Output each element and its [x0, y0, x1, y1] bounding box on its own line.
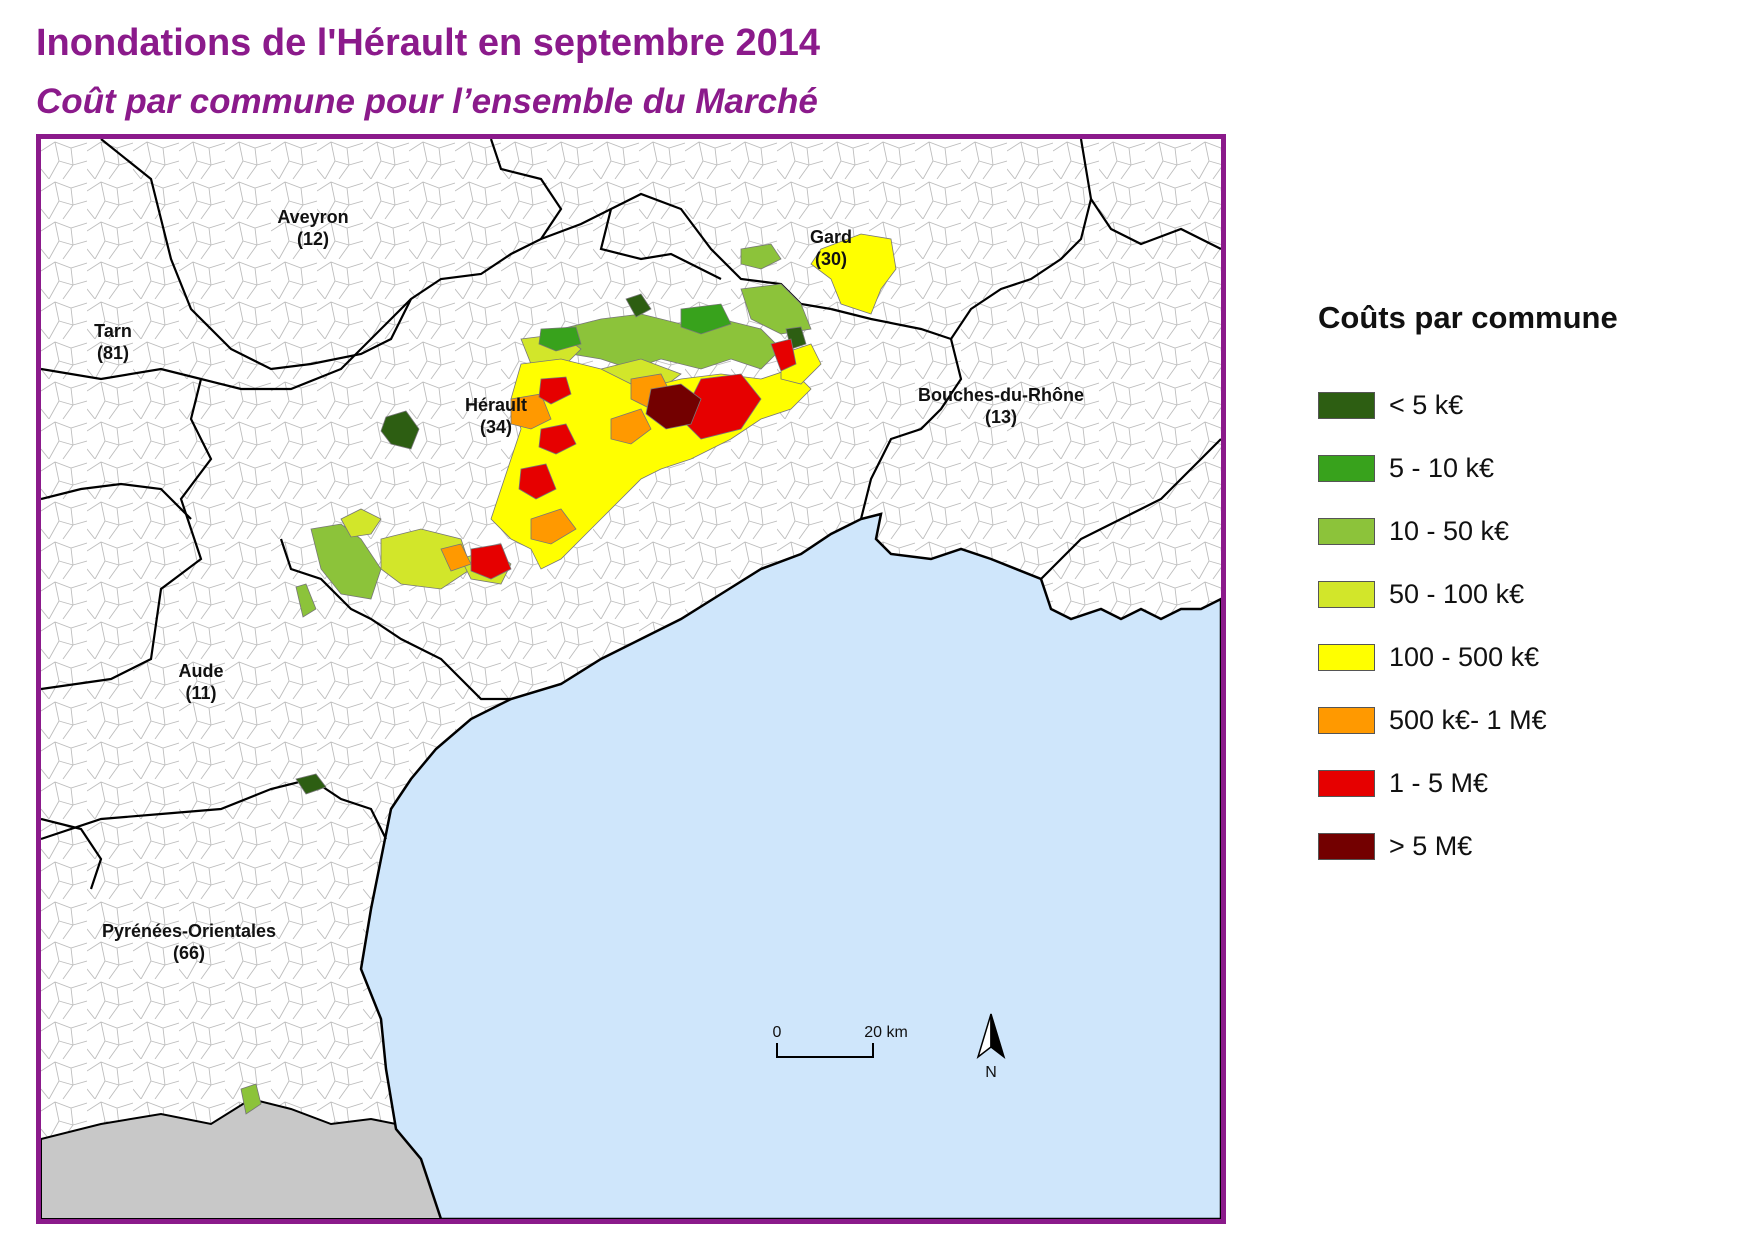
- legend-item: 5 - 10 k€: [1318, 437, 1738, 500]
- dept-aude-code: (11): [185, 683, 216, 703]
- legend-swatch: [1318, 770, 1375, 797]
- dept-bouches-du-rhone-name: Bouches-du-Rhône: [918, 385, 1084, 405]
- dept-aude-name: Aude: [179, 661, 224, 681]
- scale-bar-start: 0: [773, 1024, 782, 1041]
- dept-pyrenees-orientales-name: Pyrénées-Orientales: [102, 921, 276, 941]
- dept-bouches-du-rhone-code: (13): [985, 407, 1017, 427]
- dept-aveyron-code: (12): [297, 229, 329, 249]
- north-arrow: N: [976, 1013, 1006, 1081]
- legend: Coûts par commune < 5 k€ 5 - 10 k€ 10 - …: [1318, 300, 1738, 878]
- dept-aveyron-name: Aveyron: [277, 207, 348, 227]
- commune-costs: [240, 233, 897, 1115]
- legend-swatch: [1318, 455, 1375, 482]
- legend-swatch: [1318, 707, 1375, 734]
- legend-label: < 5 k€: [1389, 390, 1464, 420]
- legend-label: 5 - 10 k€: [1389, 453, 1495, 483]
- map-title: Inondations de l'Hérault en septembre 20…: [36, 22, 821, 64]
- legend-label: 50 - 100 k€: [1389, 579, 1525, 609]
- legend-label: 1 - 5 M€: [1389, 768, 1489, 798]
- legend-item: 50 - 100 k€: [1318, 563, 1738, 626]
- department-labels: Aveyron (12) Gard (30) Tarn (81) Hérault…: [94, 207, 1084, 963]
- legend-item: 10 - 50 k€: [1318, 500, 1738, 563]
- legend-item: 1 - 5 M€: [1318, 752, 1738, 815]
- legend-swatch: [1318, 518, 1375, 545]
- legend-swatch: [1318, 581, 1375, 608]
- legend-swatch: [1318, 392, 1375, 419]
- map-frame: Aveyron (12) Gard (30) Tarn (81) Hérault…: [36, 134, 1226, 1224]
- mediterranean-sea: [359, 512, 1221, 1219]
- legend-item: < 5 k€: [1318, 374, 1738, 437]
- legend-title: Coûts par commune: [1318, 300, 1618, 335]
- scale-bar-end: 20 km: [864, 1024, 908, 1041]
- legend-label: 10 - 50 k€: [1389, 516, 1510, 546]
- dept-herault-name: Hérault: [465, 395, 527, 415]
- legend-item: 100 - 500 k€: [1318, 626, 1738, 689]
- spain-area: [41, 1097, 443, 1219]
- legend-item: 500 k€- 1 M€: [1318, 689, 1738, 752]
- dept-herault-code: (34): [480, 417, 512, 437]
- map-canvas: Aveyron (12) Gard (30) Tarn (81) Hérault…: [41, 139, 1221, 1219]
- legend-swatch: [1318, 644, 1375, 671]
- department-borders: [41, 139, 1221, 890]
- legend-label: > 5 M€: [1389, 831, 1473, 861]
- scale-bar: 0 20 km: [773, 1024, 908, 1058]
- legend-label: 100 - 500 k€: [1389, 642, 1540, 672]
- dept-tarn-code: (81): [97, 343, 129, 363]
- dept-pyrenees-orientales-code: (66): [173, 943, 205, 963]
- dept-gard-name: Gard: [810, 227, 852, 247]
- legend-swatch: [1318, 833, 1375, 860]
- dept-tarn-name: Tarn: [94, 321, 132, 341]
- map-subtitle: Coût par commune pour l’ensemble du Marc…: [36, 82, 818, 121]
- dept-gard-code: (30): [815, 249, 847, 269]
- legend-label: 500 k€- 1 M€: [1389, 705, 1547, 735]
- legend-item: > 5 M€: [1318, 815, 1738, 878]
- north-arrow-label: N: [985, 1064, 997, 1081]
